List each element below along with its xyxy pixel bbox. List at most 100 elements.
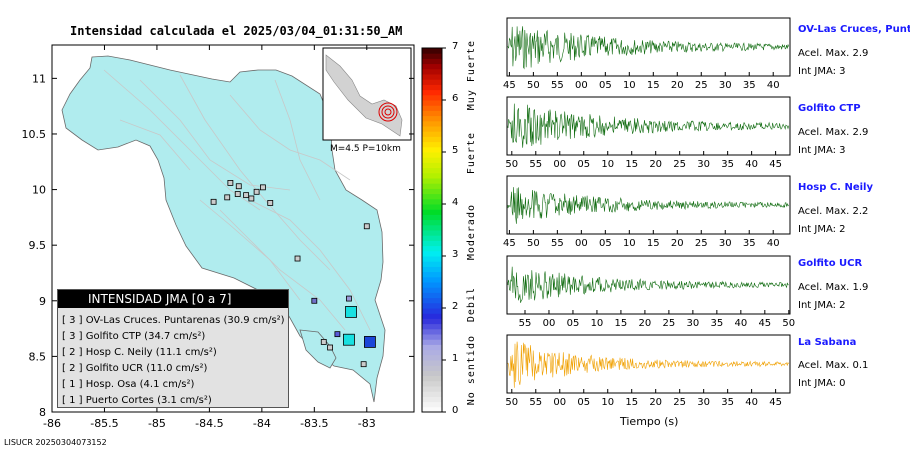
colorbar-band xyxy=(422,214,442,221)
colorbar-band xyxy=(422,188,442,195)
station-marker xyxy=(235,183,242,190)
time-tick-label: 55 xyxy=(551,80,564,91)
time-tick-label: 10 xyxy=(601,159,614,170)
station-marker xyxy=(210,198,217,205)
colorbar-tick-label: 1 xyxy=(452,353,459,364)
time-tick-label: 35 xyxy=(743,80,756,91)
time-tick-label: 55 xyxy=(519,318,532,329)
time-tick-label: 10 xyxy=(623,80,636,91)
time-tick-label: 10 xyxy=(601,397,614,408)
time-tick-label: 25 xyxy=(695,80,708,91)
waveform-trace xyxy=(507,103,789,148)
colorbar-band xyxy=(422,386,442,392)
station-marker xyxy=(346,295,352,302)
station-marker xyxy=(234,191,241,197)
station-marker xyxy=(248,195,255,202)
footer-id: LISUCR 20250304073152 xyxy=(4,438,107,447)
legend-row: [ 1 ] Hosp. Osa (4.1 cm/s²) xyxy=(62,379,195,390)
colorbar-band xyxy=(422,266,442,273)
colorbar-band xyxy=(422,157,442,163)
colorbar-band xyxy=(422,63,442,70)
station-name-1: OV-Las Cruces, Puntar xyxy=(798,24,910,35)
map-axes: -86 -85.5 -85 -84.5 -84 -83.5 -83 8 8.5 9 9.5 10 10.… xyxy=(22,45,414,430)
colorbar-band xyxy=(422,396,442,403)
station-marker xyxy=(224,194,231,201)
colorbar-band xyxy=(422,79,442,85)
station-marker xyxy=(294,255,301,262)
waveform-panel: 55 00 05 10 15 20 25 30 35 40 45 50 xyxy=(506,255,795,329)
time-tick-label: 15 xyxy=(615,318,628,329)
colorbar-tick-label: 3 xyxy=(452,249,459,260)
x-tick-label: -85 xyxy=(148,417,166,430)
time-tick-label: 45 xyxy=(769,397,782,408)
colorbar-band xyxy=(422,365,442,371)
colorbar-band xyxy=(422,344,442,351)
colorbar-band xyxy=(422,172,442,179)
colorbar-tick-label: 7 xyxy=(452,41,459,52)
y-tick-label: 10 xyxy=(32,184,46,197)
colorbar-band xyxy=(422,313,442,319)
colorbar-band xyxy=(422,68,442,75)
time-tick-label: 25 xyxy=(673,397,686,408)
colorbar-band xyxy=(422,162,442,169)
time-tick-label: 05 xyxy=(599,238,612,249)
time-tick-label: 45 xyxy=(503,238,516,249)
intensity-colorbar xyxy=(421,47,446,413)
time-tick-label: 35 xyxy=(721,159,734,170)
time-tick-label: 20 xyxy=(671,80,684,91)
colorbar-band xyxy=(422,297,442,304)
time-tick-label: 05 xyxy=(577,159,590,170)
colorbar-band xyxy=(422,261,442,267)
station-marker xyxy=(320,339,327,345)
time-tick-label: 50 xyxy=(505,159,518,170)
station-marker xyxy=(227,180,234,186)
time-tick-label: 45 xyxy=(769,159,782,170)
colorbar-tick-label: 6 xyxy=(452,93,459,104)
time-tick-label: 25 xyxy=(673,159,686,170)
time-tick-label: 00 xyxy=(543,318,556,329)
colorbar-band xyxy=(422,105,442,111)
station-marker xyxy=(364,336,376,348)
colorbar-band xyxy=(422,131,442,137)
time-tick-label: 15 xyxy=(625,159,638,170)
legend-header: INTENSIDAD JMA [0 a 7] xyxy=(58,290,288,308)
time-tick-label: 25 xyxy=(695,238,708,249)
x-tick-label: -83.5 xyxy=(300,417,328,430)
scale-cat-fuerte: Fuerte xyxy=(466,132,477,175)
colorbar-tick-label: 5 xyxy=(452,145,459,156)
scale-cat-debil: Debil xyxy=(466,287,477,323)
y-tick-label: 9.5 xyxy=(29,239,47,252)
colorbar-band xyxy=(422,74,442,80)
legend-row: [ 1 ] Puerto Cortes (3.1 cm/s²) xyxy=(62,395,212,406)
colorbar-band xyxy=(422,256,442,262)
station-accel-5: Acel. Max. 0.1 xyxy=(798,360,869,371)
y-tick-label: 8.5 xyxy=(29,350,47,363)
colorbar-band xyxy=(422,167,442,174)
colorbar-tick-label: 0 xyxy=(452,405,459,416)
colorbar-band xyxy=(422,58,442,65)
colorbar-band xyxy=(422,334,442,340)
station-accel-1: Acel. Max. 2.9 xyxy=(798,48,869,59)
time-tick-label: 20 xyxy=(671,238,684,249)
station-name-4: Golfito UCR xyxy=(798,258,863,269)
inset-map-frame xyxy=(322,47,412,141)
time-tick-label: 55 xyxy=(529,159,542,170)
time-tick-label: 40 xyxy=(767,238,780,249)
magnitude-depth-label: M=4.5 P=10km xyxy=(330,144,401,154)
time-tick-label: 00 xyxy=(553,397,566,408)
waveform-trace xyxy=(507,26,789,70)
time-tick-label: 40 xyxy=(734,318,747,329)
station-accel-4: Acel. Max. 1.9 xyxy=(798,282,869,293)
colorbar-band xyxy=(422,391,442,397)
colorbar-band xyxy=(422,152,442,158)
time-tick-label: 35 xyxy=(721,397,734,408)
scale-cat-no-sentido: No sentido xyxy=(466,335,477,406)
y-tick-label: 8 xyxy=(39,406,46,419)
colorbar-band xyxy=(422,178,442,184)
legend-row: [ 3 ] OV-Las Cruces. Puntarenas (30.9 cm… xyxy=(62,315,285,326)
page-title: Intensidad calculada el 2025/03/04_01:31… xyxy=(70,24,403,38)
station-name-3: Hosp C. Neily xyxy=(798,182,873,193)
colorbar-frame xyxy=(421,47,443,413)
station-marker xyxy=(253,188,260,195)
colorbar-band xyxy=(422,276,442,283)
